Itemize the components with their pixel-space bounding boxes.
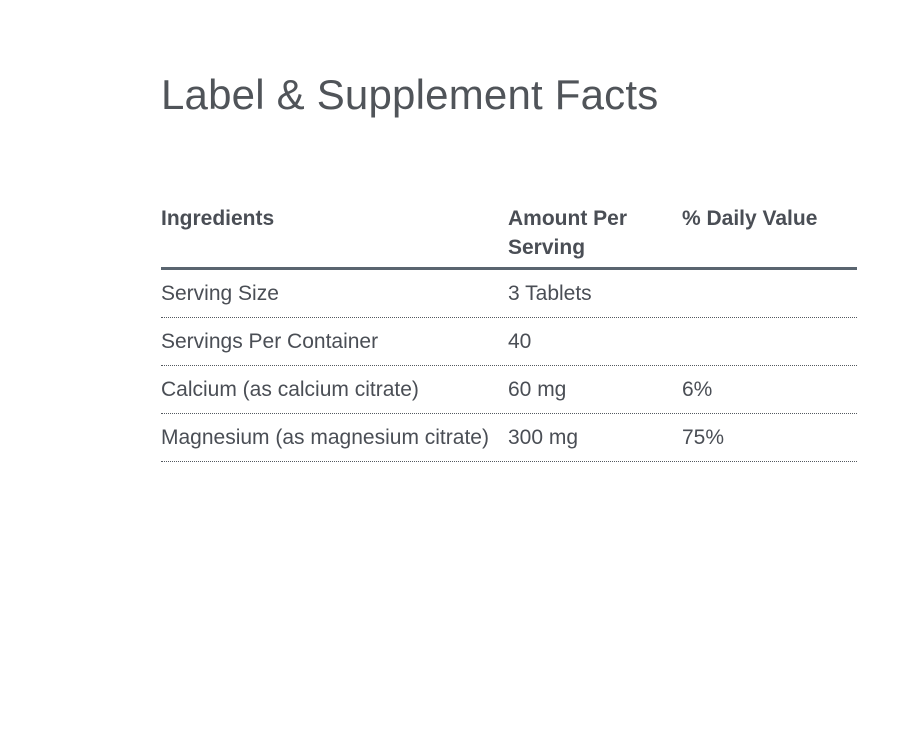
header-ingredients: Ingredients	[161, 207, 275, 230]
table-row: Serving Size 3 Tablets	[161, 270, 857, 318]
amount-cell: 300 mg	[508, 426, 579, 449]
header-amount-per-serving: Amount Per Serving	[508, 207, 628, 259]
page-title: Label & Supplement Facts	[161, 71, 659, 118]
amount-cell: 3 Tablets	[508, 282, 592, 305]
table-row: Calcium (as calcium citrate) 60 mg 6%	[161, 366, 857, 414]
table-row: Magnesium (as magnesium citrate) 300 mg …	[161, 414, 857, 462]
daily-value-cell	[682, 270, 857, 317]
supplement-facts-table: Ingredients Amount Per Serving % Daily V…	[161, 204, 857, 462]
table-row: Servings Per Container 40	[161, 318, 857, 366]
ingredient-cell: Calcium (as calcium citrate)	[161, 378, 419, 401]
header-daily-value: % Daily Value	[682, 207, 818, 230]
ingredient-cell: Servings Per Container	[161, 330, 379, 353]
daily-value-cell: 75%	[682, 426, 725, 449]
ingredient-cell: Magnesium (as magnesium citrate)	[161, 426, 489, 449]
ingredient-cell: Serving Size	[161, 282, 279, 305]
table-header: Ingredients Amount Per Serving % Daily V…	[161, 204, 857, 270]
amount-cell: 60 mg	[508, 378, 567, 401]
amount-cell: 40	[508, 330, 532, 353]
daily-value-cell	[682, 318, 857, 365]
daily-value-cell: 6%	[682, 378, 713, 401]
